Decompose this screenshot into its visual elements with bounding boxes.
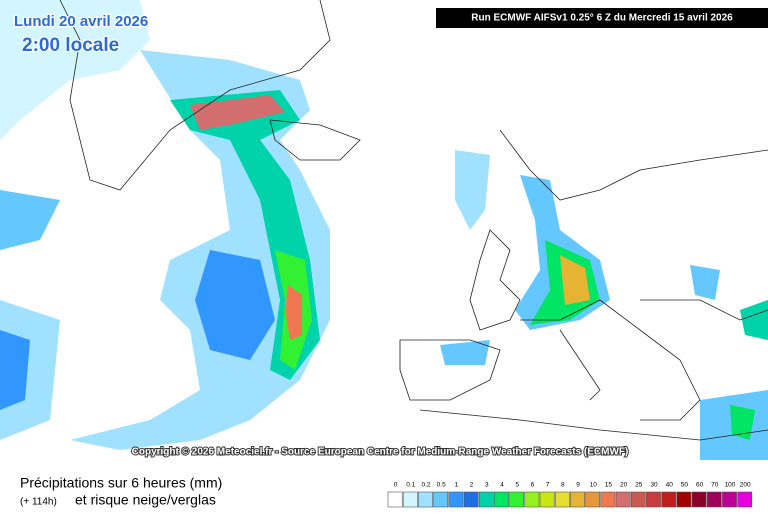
scale-label: 40	[666, 482, 674, 489]
scale-swatch	[494, 491, 509, 508]
scale-label: 8	[561, 482, 565, 489]
scale-swatch	[418, 491, 433, 508]
scale-swatch	[676, 491, 692, 508]
precipitation-field	[0, 0, 768, 460]
scale-swatch	[539, 491, 555, 508]
scale-swatch	[600, 491, 616, 508]
scale-label: 6	[531, 482, 535, 489]
scale-label: 10	[590, 482, 598, 489]
scale-label: 100	[725, 482, 736, 489]
scale-swatch	[509, 491, 525, 508]
forecast-time: 2:00 locale	[22, 35, 119, 56]
coastlines	[59, 0, 768, 441]
scale-swatch	[737, 491, 753, 508]
scale-swatch	[722, 491, 737, 508]
run-box	[436, 8, 768, 28]
copyright: Copyright © 2026 Meteociel.fr - Source E…	[132, 447, 629, 458]
scale-swatch	[630, 491, 646, 508]
forecast-date: Lundi 20 avril 2026	[14, 13, 148, 30]
scale-label: 4	[500, 482, 504, 489]
scale-swatch	[661, 491, 677, 508]
scale-swatch	[585, 491, 601, 508]
legend-lead: (+ 114h)	[20, 497, 57, 508]
scale-label: 3	[485, 482, 489, 489]
scale-label: 0.2	[421, 482, 430, 489]
scale-label: 0.1	[406, 482, 415, 489]
scale-swatch	[706, 491, 722, 508]
scale-label: 0.5	[437, 482, 446, 489]
scale-swatch	[554, 491, 570, 508]
scale-label: 15	[605, 482, 613, 489]
scale-swatch	[448, 491, 464, 508]
scale-label: 9	[576, 482, 580, 489]
scale-label: 70	[711, 482, 719, 489]
legend-title: Précipitations sur 6 heures (mm)	[20, 475, 222, 491]
scale-label: 30	[650, 482, 658, 489]
scale-swatch	[646, 491, 661, 508]
scale-label: 200	[740, 482, 751, 489]
legend-subtitle: et risque neige/verglas	[75, 492, 216, 508]
scale-swatch	[570, 491, 585, 508]
scale-label: 7	[546, 482, 550, 489]
scale-swatch	[387, 491, 403, 508]
scale-label: 50	[681, 482, 689, 489]
scale-label: 5	[515, 482, 519, 489]
run-info: Run ECMWF AIFSv1 0.25° 6 Z du Mercredi 1…	[471, 13, 733, 24]
scale-swatch	[433, 491, 449, 508]
scale-swatch	[524, 491, 540, 508]
scale-swatch	[463, 491, 479, 508]
scale-label: 2	[470, 482, 474, 489]
scale-label: 0	[394, 482, 398, 489]
scale-swatch	[691, 491, 707, 508]
scale-swatch	[402, 491, 418, 508]
scale-label: 1	[455, 482, 459, 489]
color-scale: 0 0.1 0.2 0.5 1 2 3 4 5 6 7 8 9 10 15 20 25 30 40 50 60 70 100…	[387, 482, 753, 508]
scale-swatch	[478, 491, 494, 508]
scale-label: 60	[696, 482, 704, 489]
scale-label: 25	[635, 482, 643, 489]
scale-swatch	[615, 491, 631, 508]
scale-label: 20	[620, 482, 628, 489]
